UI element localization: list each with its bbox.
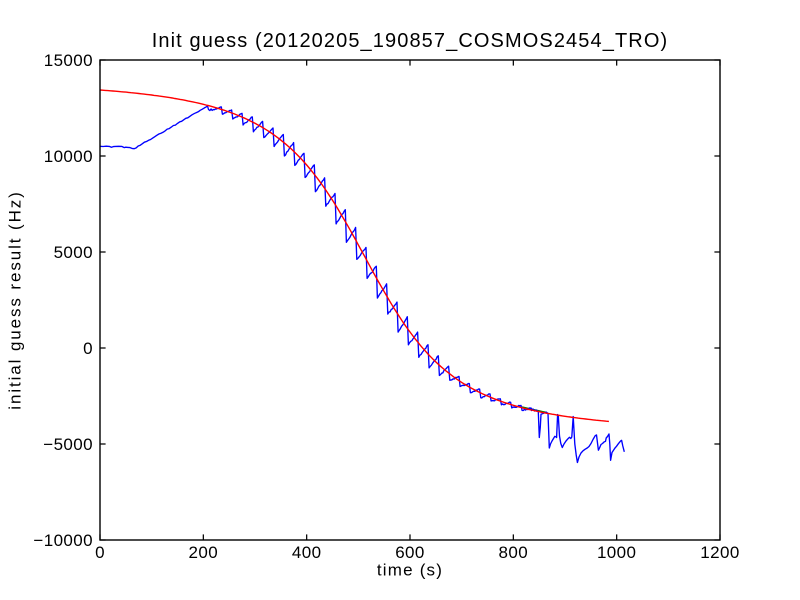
svg-text:initial guess result (Hz): initial guess result (Hz) xyxy=(6,190,25,409)
svg-text:800: 800 xyxy=(499,543,529,562)
svg-text:400: 400 xyxy=(292,543,322,562)
svg-text:time (s): time (s) xyxy=(377,561,443,580)
svg-text:600: 600 xyxy=(395,543,425,562)
svg-text:−5000: −5000 xyxy=(43,435,93,454)
svg-text:0: 0 xyxy=(95,543,105,562)
svg-text:1200: 1200 xyxy=(700,543,739,562)
svg-text:1000: 1000 xyxy=(597,543,636,562)
svg-text:5000: 5000 xyxy=(54,243,93,262)
svg-text:0: 0 xyxy=(83,339,93,358)
svg-text:15000: 15000 xyxy=(44,51,93,70)
svg-text:10000: 10000 xyxy=(44,147,93,166)
svg-text:−10000: −10000 xyxy=(33,531,93,550)
svg-text:Init guess (20120205_190857_CO: Init guess (20120205_190857_COSMOS2454_T… xyxy=(152,30,668,52)
svg-text:200: 200 xyxy=(189,543,219,562)
